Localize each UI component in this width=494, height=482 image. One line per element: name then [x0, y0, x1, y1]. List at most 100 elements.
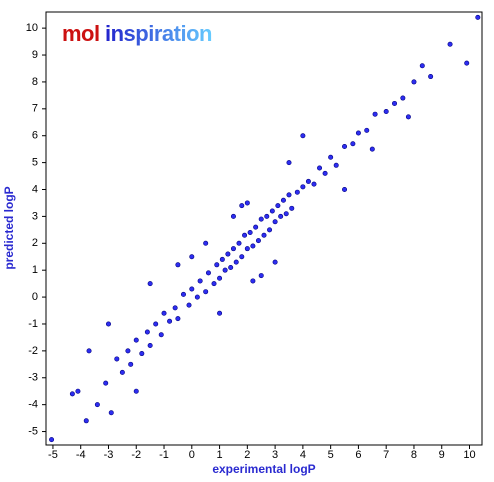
x-tick-label: 1 — [217, 449, 223, 461]
point — [280, 197, 286, 203]
point — [189, 254, 195, 260]
logo-mol: mol — [62, 21, 100, 46]
point — [105, 321, 111, 327]
point — [322, 170, 328, 176]
point — [250, 278, 256, 284]
point — [392, 100, 398, 106]
point — [239, 203, 245, 209]
point — [475, 14, 481, 20]
point — [294, 189, 300, 195]
point — [300, 184, 306, 190]
point — [405, 114, 411, 120]
point — [411, 79, 417, 85]
point — [147, 281, 153, 287]
point — [205, 270, 211, 276]
y-tick-label: 9 — [32, 49, 38, 61]
point — [225, 251, 231, 257]
point — [247, 230, 253, 236]
point — [69, 391, 75, 397]
y-tick-label: -2 — [28, 345, 38, 357]
x-tick-label: -5 — [48, 449, 58, 461]
point — [264, 213, 270, 219]
y-tick-label: -1 — [28, 318, 38, 330]
point — [186, 302, 192, 308]
point — [203, 240, 209, 246]
point — [258, 273, 264, 279]
point — [300, 133, 306, 139]
point — [261, 232, 267, 238]
x-tick-label: -1 — [159, 449, 169, 461]
point — [355, 130, 361, 136]
point — [342, 143, 348, 149]
point — [133, 337, 139, 343]
point — [180, 291, 186, 297]
x-tick-label: 2 — [244, 449, 250, 461]
x-tick-label: 5 — [328, 449, 334, 461]
point — [244, 200, 250, 206]
x-tick-label: 0 — [189, 449, 195, 461]
point — [83, 418, 89, 424]
y-tick-label: -5 — [28, 425, 38, 437]
point — [167, 318, 173, 324]
point — [197, 278, 203, 284]
point — [283, 211, 289, 217]
point — [175, 262, 181, 268]
point — [222, 267, 228, 273]
point — [317, 165, 323, 171]
y-tick-label: -3 — [28, 372, 38, 384]
point — [108, 410, 114, 416]
x-tick-label: 7 — [383, 449, 389, 461]
point — [125, 348, 131, 354]
x-tick-label: 3 — [272, 449, 278, 461]
point — [153, 321, 159, 327]
point — [253, 224, 259, 230]
y-tick-label: 4 — [32, 183, 38, 195]
x-tick-label: 6 — [355, 449, 361, 461]
y-tick-label: 10 — [26, 22, 38, 34]
point — [233, 259, 239, 265]
point — [342, 187, 348, 193]
point — [464, 60, 470, 66]
point — [369, 146, 375, 152]
point — [94, 402, 100, 408]
point — [278, 213, 284, 219]
point — [49, 437, 55, 443]
x-tick-label: -2 — [131, 449, 141, 461]
y-tick-label: 8 — [32, 76, 38, 88]
y-tick-label: 6 — [32, 130, 38, 142]
point — [272, 219, 278, 225]
point — [383, 109, 389, 115]
point — [86, 348, 92, 354]
point — [103, 380, 109, 386]
point — [75, 388, 81, 394]
point — [267, 227, 273, 233]
point — [372, 111, 378, 117]
point — [272, 259, 278, 265]
point — [333, 162, 339, 168]
point — [311, 181, 317, 187]
point — [139, 351, 145, 357]
y-tick-label: 3 — [32, 210, 38, 222]
point — [189, 286, 195, 292]
point — [161, 310, 167, 316]
point — [194, 294, 200, 300]
point — [236, 240, 242, 246]
point — [275, 203, 281, 209]
point — [211, 281, 217, 287]
point — [147, 342, 153, 348]
point — [305, 178, 311, 184]
x-tick-label: 8 — [411, 449, 417, 461]
point — [214, 262, 220, 268]
point — [219, 256, 225, 262]
point — [289, 205, 295, 211]
x-tick-label: -4 — [76, 449, 86, 461]
plot-frame — [45, 11, 483, 446]
logo-inspiration: inspiration — [105, 21, 212, 46]
point — [228, 264, 234, 270]
point — [269, 208, 275, 214]
y-tick-label: 2 — [32, 237, 38, 249]
point — [419, 63, 425, 69]
point — [128, 361, 134, 367]
point — [133, 388, 139, 394]
